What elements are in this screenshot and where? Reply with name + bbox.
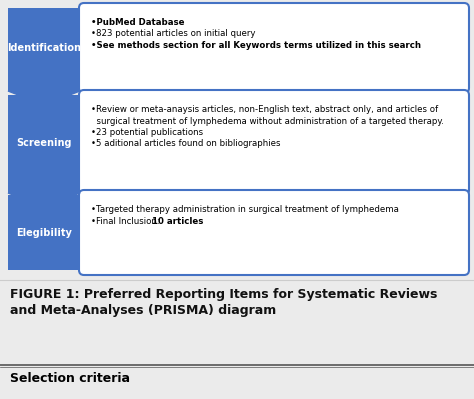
Text: FIGURE 1: Preferred Reporting Items for Systematic Reviews: FIGURE 1: Preferred Reporting Items for … bbox=[10, 288, 438, 301]
Text: Selection criteria: Selection criteria bbox=[10, 372, 130, 385]
Text: and Meta-Analyses (PRISMA) diagram: and Meta-Analyses (PRISMA) diagram bbox=[10, 304, 276, 317]
Text: •Review or meta-anaysis articles, non-English text, abstract only, and articles : •Review or meta-anaysis articles, non-En… bbox=[91, 105, 438, 114]
Text: •Targeted therapy administration in surgical treatment of lymphedema: •Targeted therapy administration in surg… bbox=[91, 205, 399, 214]
Text: Identification: Identification bbox=[7, 43, 81, 53]
Text: Elegibility: Elegibility bbox=[16, 227, 72, 237]
Text: •Final Inclusion:: •Final Inclusion: bbox=[91, 217, 163, 225]
Text: Screening: Screening bbox=[16, 138, 72, 148]
FancyBboxPatch shape bbox=[8, 190, 80, 193]
Polygon shape bbox=[8, 91, 80, 105]
FancyBboxPatch shape bbox=[79, 90, 469, 195]
FancyBboxPatch shape bbox=[8, 88, 80, 91]
FancyBboxPatch shape bbox=[8, 8, 80, 88]
Text: •5 aditional articles found on bibliographies: •5 aditional articles found on bibliogra… bbox=[91, 140, 281, 148]
Text: •23 potential publications: •23 potential publications bbox=[91, 128, 203, 137]
Text: 10 articles: 10 articles bbox=[152, 217, 203, 225]
Text: •See methods section for all Keywords terms utilized in this search: •See methods section for all Keywords te… bbox=[91, 41, 421, 50]
Text: •823 potential articles on initial query: •823 potential articles on initial query bbox=[91, 30, 255, 38]
Polygon shape bbox=[8, 193, 80, 207]
Text: •PubMed Database: •PubMed Database bbox=[91, 18, 184, 27]
Text: surgical treatment of lymphedema without administration of a targeted therapy.: surgical treatment of lymphedema without… bbox=[91, 117, 444, 126]
FancyBboxPatch shape bbox=[79, 3, 469, 93]
FancyBboxPatch shape bbox=[79, 190, 469, 275]
FancyBboxPatch shape bbox=[8, 195, 80, 270]
FancyBboxPatch shape bbox=[8, 95, 80, 190]
